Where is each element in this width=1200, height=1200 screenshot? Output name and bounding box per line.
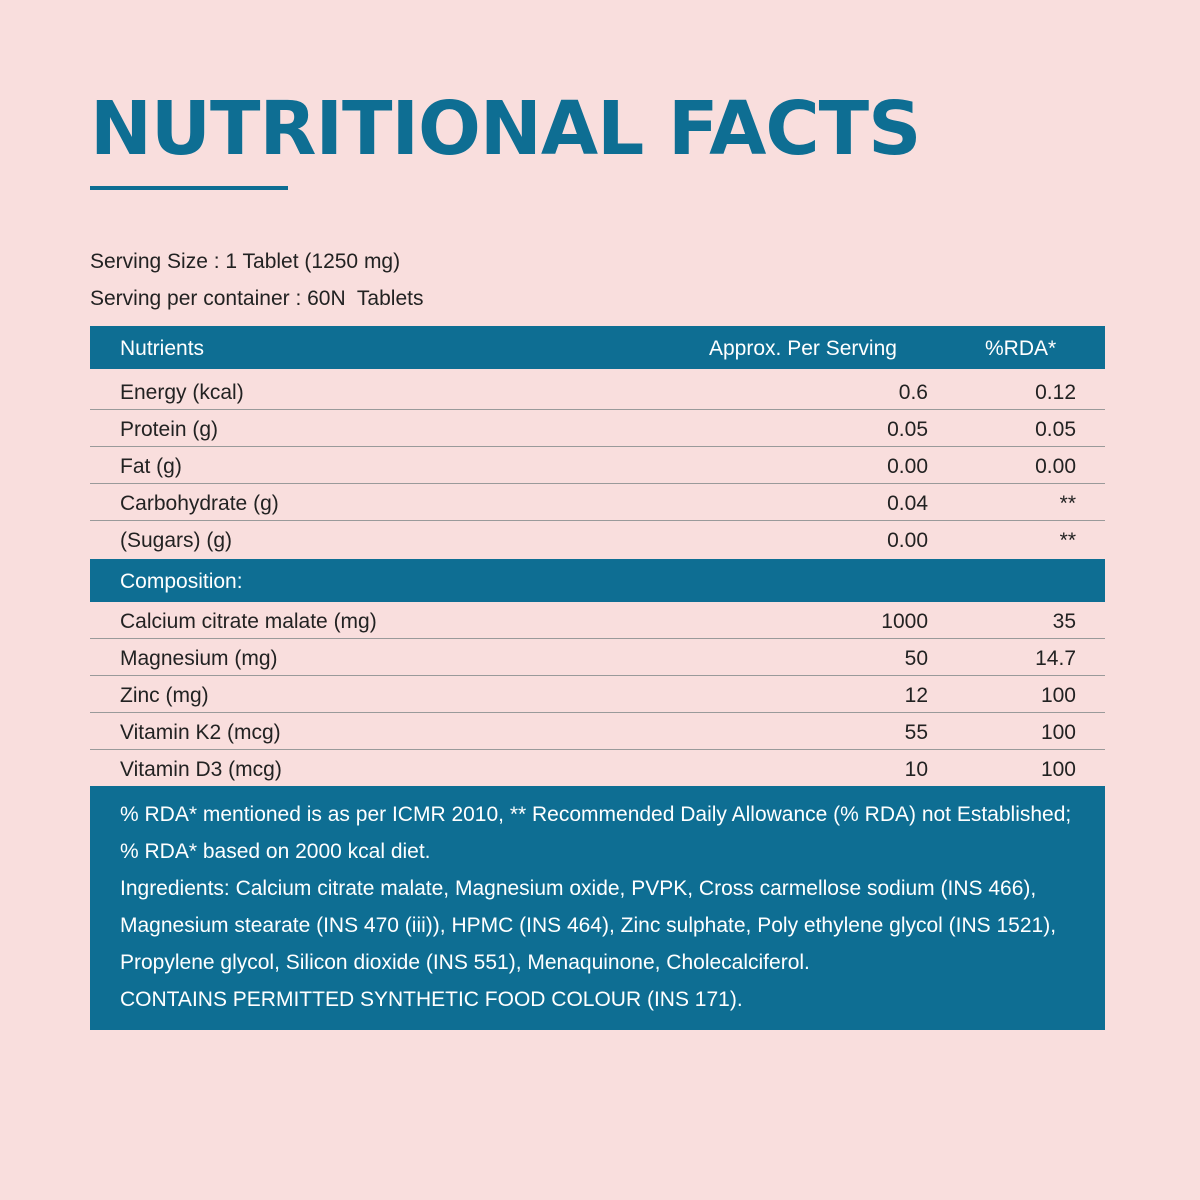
page-title: NUTRITIONAL FACTS — [90, 86, 921, 172]
table-row: Vitamin K2 (mcg) 55 100 — [90, 713, 1105, 750]
table-row: Magnesium (mg) 50 14.7 — [90, 639, 1105, 676]
ingredient-rda: 100 — [1040, 721, 1076, 744]
nutrient-per-serving: 0.00 — [887, 529, 928, 552]
nutrient-name: Protein (g) — [120, 418, 219, 441]
ingredient-name: Vitamin K2 (mcg) — [120, 721, 281, 744]
nutrient-per-serving: 0.04 — [887, 492, 928, 515]
table-row: Vitamin D3 (mcg) 10 100 — [90, 750, 1105, 786]
table-row: Calcium citrate malate (mg) 1000 35 — [90, 602, 1105, 639]
ingredient-name: Calcium citrate malate (mg) — [120, 610, 377, 633]
rda-footnote: % RDA* mentioned is as per ICMR 2010, **… — [120, 803, 1072, 863]
nutrient-name: Energy (kcal) — [120, 381, 244, 404]
nutrition-table: Nutrients Approx. Per Serving %RDA* Ener… — [90, 326, 1105, 1030]
column-header-nutrients: Nutrients — [120, 337, 205, 360]
ingredient-name: Zinc (mg) — [120, 684, 209, 707]
table-row: (Sugars) (g) 0.00 ** — [90, 521, 1105, 557]
ingredient-name: Magnesium (mg) — [120, 647, 278, 670]
nutrient-rda: 0.05 — [1035, 418, 1076, 441]
nutrient-per-serving: 0.00 — [887, 455, 928, 478]
table-row: Protein (g) 0.05 0.05 — [90, 410, 1105, 447]
serving-size: Serving Size : 1 Tablet (1250 mg) — [90, 250, 401, 273]
servings-per-container: Serving per container : 60N Tablets — [90, 287, 424, 310]
nutrient-name: Carbohydrate (g) — [120, 492, 279, 515]
nutrient-rda: ** — [1059, 492, 1076, 515]
ingredient-rda: 100 — [1040, 684, 1076, 707]
ingredients-list: Ingredients: Calcium citrate malate, Mag… — [120, 877, 1057, 974]
footnote-box: % RDA* mentioned is as per ICMR 2010, **… — [90, 786, 1105, 1030]
ingredient-rda: 35 — [1052, 610, 1076, 633]
nutrient-rda: 0.12 — [1035, 381, 1076, 404]
composition-header-row: Composition: — [90, 559, 1105, 602]
nutrient-name: (Sugars) (g) — [120, 529, 233, 552]
ingredient-name: Vitamin D3 (mcg) — [120, 758, 282, 781]
ingredient-rda: 14.7 — [1035, 647, 1076, 670]
table-row: Fat (g) 0.00 0.00 — [90, 447, 1105, 484]
ingredient-per-serving: 1000 — [881, 610, 928, 633]
nutrient-per-serving: 0.6 — [898, 381, 928, 404]
ingredient-per-serving: 50 — [904, 647, 928, 670]
ingredient-per-serving: 12 — [904, 684, 928, 707]
ingredient-per-serving: 10 — [904, 758, 928, 781]
title-underline — [90, 186, 288, 190]
table-row: Zinc (mg) 12 100 — [90, 676, 1105, 713]
composition-rows: Calcium citrate malate (mg) 1000 35 Magn… — [90, 602, 1105, 786]
ingredient-rda: 100 — [1040, 758, 1076, 781]
nutrient-per-serving: 0.05 — [887, 418, 928, 441]
column-header-rda: %RDA* — [985, 337, 1057, 360]
colour-notice: CONTAINS PERMITTED SYNTHETIC FOOD COLOUR… — [120, 988, 743, 1011]
nutrient-name: Fat (g) — [120, 455, 182, 478]
table-row: Energy (kcal) 0.6 0.12 — [90, 373, 1105, 410]
column-header-per-serving: Approx. Per Serving — [709, 337, 897, 360]
table-row: Carbohydrate (g) 0.04 ** — [90, 484, 1105, 521]
nutrients-header-row: Nutrients Approx. Per Serving %RDA* — [90, 326, 1105, 369]
nutrient-rda: ** — [1059, 529, 1076, 552]
nutrient-rda: 0.00 — [1035, 455, 1076, 478]
nutrients-rows: Energy (kcal) 0.6 0.12 Protein (g) 0.05 … — [90, 369, 1105, 559]
composition-heading: Composition: — [120, 570, 243, 593]
ingredient-per-serving: 55 — [904, 721, 928, 744]
